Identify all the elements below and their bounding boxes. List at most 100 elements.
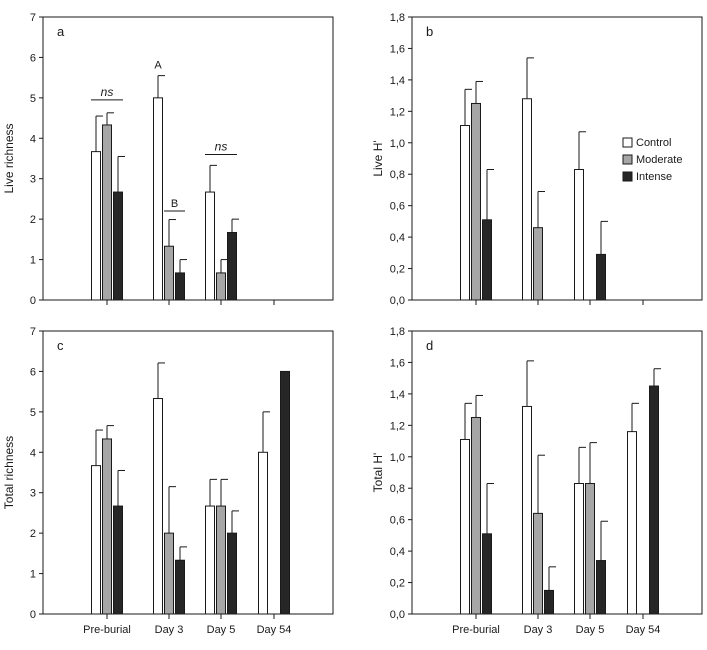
y-tick-label: 0,0 (390, 295, 405, 307)
bar-control (205, 505, 215, 615)
y-tick-label: 0,6 (390, 515, 405, 527)
y-tick-label: 1,2 (390, 420, 405, 432)
bar-moderate (471, 102, 481, 301)
bar-control (258, 451, 268, 615)
y-tick-label: 5 (30, 407, 36, 419)
x-tick-label: Pre-burial (83, 624, 131, 636)
x-tick-label: Day 5 (576, 624, 605, 636)
y-tick-label: 1,6 (390, 43, 405, 55)
y-tick-label: 1,0 (390, 452, 405, 464)
y-tick-label: 4 (30, 133, 36, 145)
legend-label-control: Control (636, 137, 671, 149)
significance-label: B (171, 198, 178, 210)
y-tick-label: 1,4 (390, 75, 405, 87)
x-tick-label: Day 3 (524, 624, 553, 636)
bar-intense (113, 505, 123, 615)
bar-moderate (102, 438, 112, 615)
bar-moderate (585, 483, 595, 615)
y-tick-label: 2 (30, 214, 36, 226)
y-tick-label: 1 (30, 569, 36, 581)
bar-moderate (471, 416, 481, 615)
bar-moderate (533, 512, 543, 615)
x-tick-label: Day 54 (626, 624, 661, 636)
y-tick-label: 1,0 (390, 138, 405, 150)
y-tick-label: 3 (30, 488, 36, 500)
y-tick-label: 1 (30, 255, 36, 267)
panel-b: 0,0 0,2 0,4 0,6 0,8 1,0 1,2 1,4 1,6 1,8 Live H' b Co… (371, 12, 703, 307)
plot-frame (411, 330, 703, 615)
plot-frame (42, 330, 334, 615)
bar-control (627, 431, 637, 615)
bar-moderate (216, 505, 226, 615)
x-tick-label: Day 3 (155, 624, 184, 636)
bar-moderate (164, 532, 174, 615)
plot-frame (42, 16, 334, 301)
bar-intense (175, 559, 185, 615)
bar-intense (482, 533, 492, 615)
panel-letter: d (426, 338, 433, 353)
panel-letter: b (426, 24, 433, 39)
bar-control (153, 398, 163, 615)
panel-letter: c (57, 338, 64, 353)
bar-control (574, 483, 584, 615)
y-tick-label: 6 (30, 52, 36, 64)
bar-intense (280, 370, 290, 615)
bar-control (153, 97, 163, 301)
y-tick-label: 1,8 (390, 12, 405, 24)
panel-a: 0 1 2 3 4 5 6 7 Live richness a ns A Bns (2, 12, 334, 307)
y-tick-label: 7 (30, 326, 36, 338)
panel-d: 0,0 0,2 0,4 0,6 0,8 1,0 1,2 1,4 1,6 1,8 Pre-burial… (371, 326, 703, 636)
bar-control (91, 465, 101, 615)
bar-control (205, 191, 215, 301)
y-tick-label: 0,2 (390, 264, 405, 276)
y-tick-label: 5 (30, 93, 36, 105)
y-tick-label: 1,8 (390, 326, 405, 338)
legend-swatch-intense (622, 171, 633, 182)
y-tick-label: 1,6 (390, 357, 405, 369)
bar-intense (113, 191, 123, 301)
legend-swatch-moderate (622, 154, 633, 165)
legend: Control Moderate Intense (622, 137, 682, 183)
significance-label: ns (101, 85, 114, 99)
bar-intense (596, 253, 606, 301)
y-axis-title: Live richness (2, 123, 16, 193)
y-tick-label: 0,8 (390, 169, 405, 181)
y-tick-label: 0,6 (390, 201, 405, 213)
x-tick-label: Pre-burial (452, 624, 500, 636)
bar-intense (544, 589, 554, 615)
y-tick-label: 1,4 (390, 389, 405, 401)
legend-label-intense: Intense (636, 171, 672, 183)
bar-moderate (533, 227, 543, 301)
bar-moderate (102, 124, 112, 301)
y-tick-label: 0,2 (390, 578, 405, 590)
y-tick-label: 0,8 (390, 483, 405, 495)
bar-intense (227, 231, 237, 301)
x-tick-label: Day 5 (207, 624, 236, 636)
bar-control (522, 98, 532, 301)
bar-intense (175, 272, 185, 301)
y-tick-label: 0,0 (390, 609, 405, 621)
significance-label: ns (215, 139, 228, 153)
legend-swatch-control (622, 137, 633, 148)
bar-intense (596, 560, 606, 615)
y-tick-label: 6 (30, 366, 36, 378)
bar-moderate (216, 272, 226, 301)
x-tick-label: Day 54 (257, 624, 292, 636)
panel-letter: a (57, 24, 65, 39)
y-tick-label: 0,4 (390, 232, 405, 244)
bar-control (460, 124, 470, 301)
bar-control (522, 405, 532, 615)
y-tick-label: 3 (30, 174, 36, 186)
bar-intense (649, 385, 659, 615)
panel-c: 0 1 2 3 4 5 6 7 Pre-burial Day 3 Day 5 Day 54 Total … (2, 326, 334, 636)
y-tick-label: 1,2 (390, 106, 405, 118)
bar-control (91, 151, 101, 301)
y-tick-label: 2 (30, 528, 36, 540)
y-tick-label: 0 (30, 295, 36, 307)
y-tick-label: 4 (30, 447, 36, 459)
bar-intense (482, 219, 492, 301)
bar-control (460, 438, 470, 615)
bar-moderate (164, 245, 174, 301)
y-axis-title: Total H' (371, 453, 385, 493)
